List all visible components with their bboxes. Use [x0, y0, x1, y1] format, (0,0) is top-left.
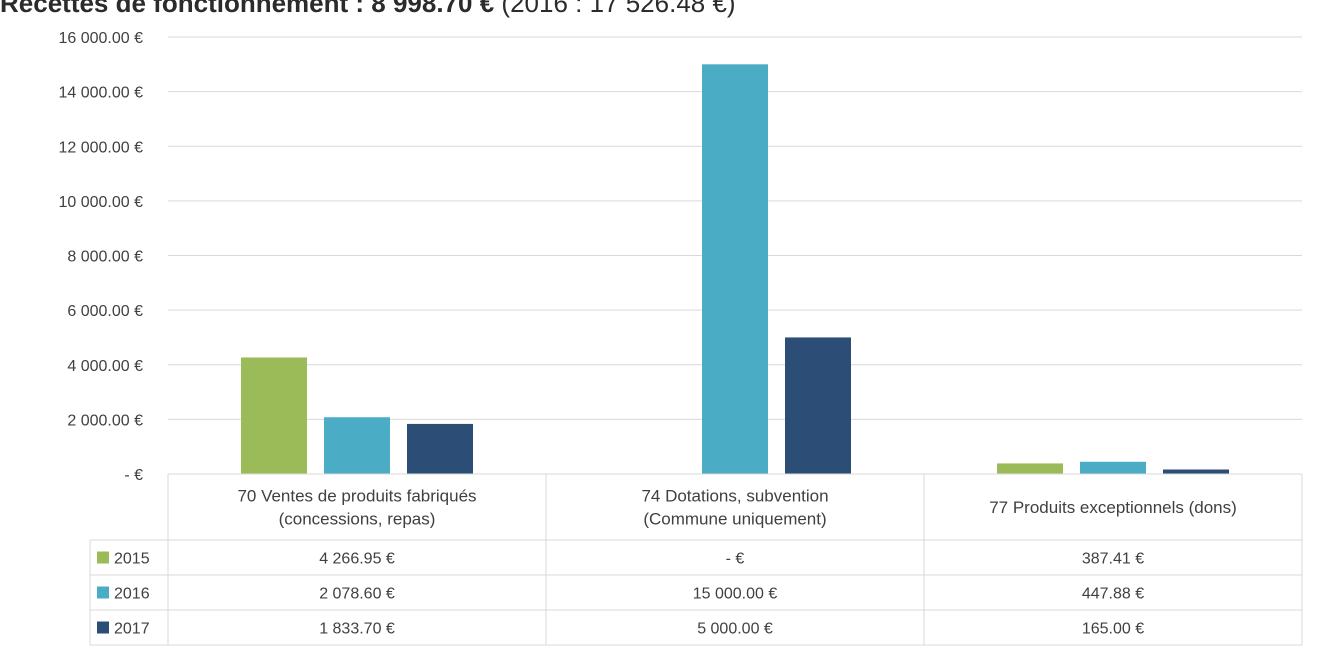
y-tick-label: 14 000.00 € — [58, 85, 143, 102]
data-cell: 1 833.70 € — [319, 621, 395, 638]
chart-title-sub: (2016 : 17 526.48 €) — [501, 0, 736, 18]
chart-title: Recettes de fonctionnement : 8 998.70 € … — [0, 0, 736, 19]
y-tick-label: 12 000.00 € — [58, 139, 143, 156]
data-cell: 165.00 € — [1082, 621, 1144, 638]
category-label: 74 Dotations, subvention — [641, 487, 828, 506]
data-cell: - € — [726, 551, 745, 568]
bar — [702, 64, 768, 474]
bar — [785, 337, 851, 474]
data-cell: 2 078.60 € — [319, 586, 395, 603]
y-tick-label: 16 000.00 € — [58, 30, 143, 47]
y-tick-label: 4 000.00 € — [67, 358, 143, 375]
y-tick-label: 10 000.00 € — [58, 194, 143, 211]
legend-swatch — [97, 551, 109, 564]
data-cell: 387.41 € — [1082, 551, 1144, 568]
legend-swatch — [97, 586, 109, 599]
bar — [241, 357, 307, 474]
data-cell: 5 000.00 € — [697, 621, 773, 638]
bar — [407, 423, 473, 474]
category-label: 70 Ventes de produits fabriqués — [237, 487, 476, 506]
bar — [1163, 469, 1229, 474]
y-tick-label: - € — [124, 467, 143, 484]
y-tick-label: 8 000.00 € — [67, 249, 143, 266]
data-cell: 4 266.95 € — [319, 551, 395, 568]
series-label: 2017 — [114, 621, 150, 638]
series-label: 2016 — [114, 586, 150, 603]
bar — [1080, 461, 1146, 474]
bar — [324, 417, 390, 474]
category-label: 77 Produits exceptionnels (dons) — [989, 498, 1237, 517]
chart-title-main: Recettes de fonctionnement : 8 998.70 € — [0, 0, 495, 18]
series-label: 2015 — [114, 551, 150, 568]
bar — [997, 463, 1063, 474]
category-label: (Commune uniquement) — [643, 510, 826, 529]
y-tick-label: 6 000.00 € — [67, 303, 143, 320]
data-cell: 447.88 € — [1082, 586, 1144, 603]
data-cell: 15 000.00 € — [693, 586, 778, 603]
category-label: (concessions, repas) — [279, 510, 436, 529]
legend-swatch — [97, 621, 109, 634]
y-tick-label: 2 000.00 € — [67, 412, 143, 429]
